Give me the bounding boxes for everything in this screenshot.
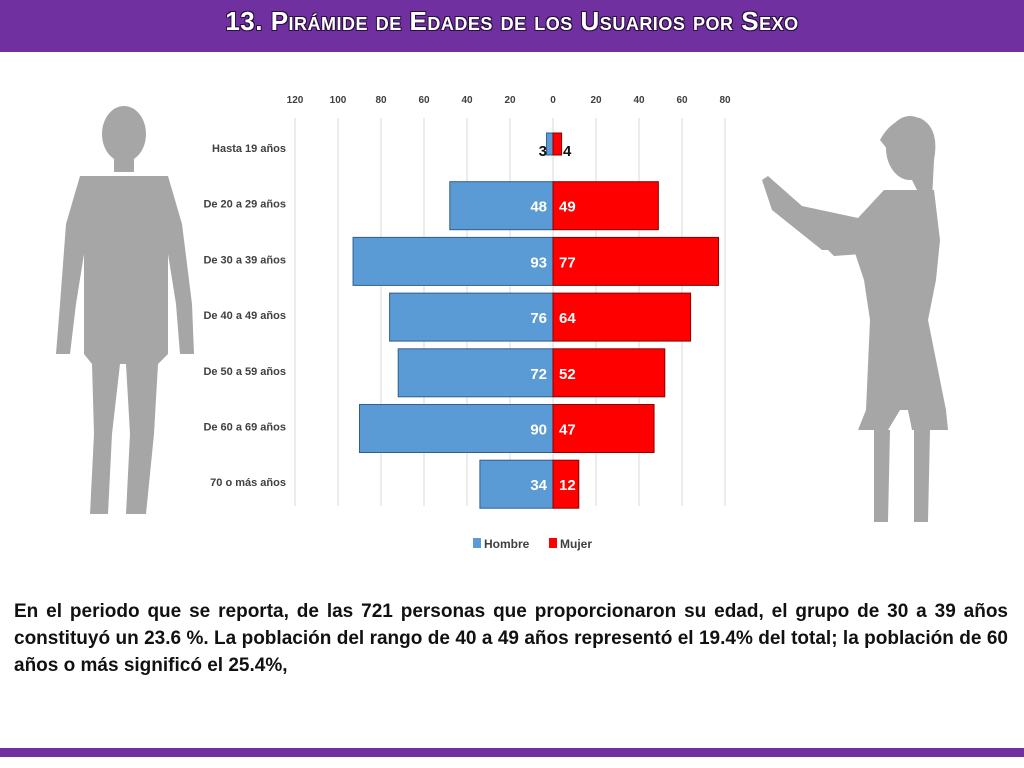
category-label: De 60 a 69 años bbox=[203, 422, 286, 434]
bar-hombre bbox=[546, 132, 554, 156]
chart-category-labels: Hasta 19 años De 20 a 29 años De 30 a 39 a… bbox=[203, 143, 286, 489]
data-label-mujer: 12 bbox=[559, 477, 576, 494]
legend-label-hombre: Hombre bbox=[484, 537, 530, 551]
category-label: De 30 a 39 años bbox=[203, 254, 286, 266]
category-label: Hasta 19 años bbox=[212, 143, 286, 155]
data-label-mujer: 49 bbox=[559, 199, 576, 216]
data-label-mujer: 77 bbox=[559, 254, 576, 271]
data-label-hombre: 93 bbox=[530, 254, 547, 271]
female-silhouette bbox=[762, 116, 948, 522]
bar-mujer bbox=[552, 236, 720, 286]
population-pyramid-chart: 120 100 80 60 40 20 0 20 40 60 80 Hasta 19 años De … bbox=[203, 95, 731, 551]
bar-hombre bbox=[479, 459, 554, 509]
bar-mujer bbox=[552, 181, 659, 231]
data-label-mujer: 47 bbox=[559, 422, 576, 439]
data-label-mujer: 52 bbox=[559, 366, 576, 383]
male-silhouette bbox=[56, 106, 194, 514]
bottom-bar bbox=[0, 748, 1024, 757]
data-label-hombre: 90 bbox=[530, 422, 547, 439]
data-label-hombre: 48 bbox=[530, 199, 547, 216]
x-tick-label: 0 bbox=[550, 95, 556, 106]
x-tick-label: 60 bbox=[418, 95, 430, 106]
data-label-hombre: 72 bbox=[530, 366, 547, 383]
bar-mujer bbox=[552, 404, 655, 453]
data-label-hombre: 3 bbox=[539, 143, 547, 160]
chart-bars bbox=[352, 132, 720, 509]
data-label-hombre: 34 bbox=[530, 477, 547, 494]
x-tick-label: 80 bbox=[375, 95, 387, 106]
bar-mujer bbox=[552, 459, 580, 509]
bar-hombre bbox=[359, 404, 554, 453]
x-tick-label: 40 bbox=[633, 95, 645, 106]
bar-hombre bbox=[389, 292, 554, 342]
x-tick-label: 80 bbox=[719, 95, 731, 106]
chart-ticks: 120 100 80 60 40 20 0 20 40 60 80 bbox=[287, 95, 731, 106]
category-label: De 20 a 29 años bbox=[203, 199, 286, 211]
legend-swatch-hombre bbox=[473, 538, 481, 548]
x-tick-label: 60 bbox=[676, 95, 688, 106]
x-tick-label: 100 bbox=[330, 95, 347, 106]
chart-legend: Hombre Mujer bbox=[473, 537, 592, 551]
chart-data-labels: 3 4 48 49 93 77 76 64 72 52 90 47 34 12 bbox=[530, 143, 576, 494]
category-label: De 50 a 59 años bbox=[203, 366, 286, 378]
data-label-mujer: 4 bbox=[563, 143, 572, 160]
category-label: 70 o más años bbox=[210, 477, 286, 489]
x-tick-label: 20 bbox=[504, 95, 516, 106]
x-tick-label: 120 bbox=[287, 95, 304, 106]
bar-hombre bbox=[352, 236, 554, 286]
category-label: De 40 a 49 años bbox=[203, 310, 286, 322]
bar-mujer bbox=[552, 292, 692, 342]
x-tick-label: 20 bbox=[590, 95, 602, 106]
x-tick-label: 40 bbox=[461, 95, 473, 106]
title-bar: 13. Pirámide de Edades de los Usuarios p… bbox=[0, 0, 1024, 52]
data-label-mujer: 64 bbox=[559, 310, 576, 327]
bar-mujer bbox=[552, 132, 563, 156]
legend-label-mujer: Mujer bbox=[560, 537, 592, 551]
bar-mujer bbox=[552, 348, 666, 398]
bar-hombre bbox=[397, 348, 554, 398]
data-label-hombre: 76 bbox=[530, 310, 547, 327]
description-paragraph: En el periodo que se reporta, de las 721… bbox=[14, 601, 1008, 676]
legend-swatch-mujer bbox=[549, 538, 557, 548]
page-title: 13. Pirámide de Edades de los Usuarios p… bbox=[225, 6, 799, 36]
